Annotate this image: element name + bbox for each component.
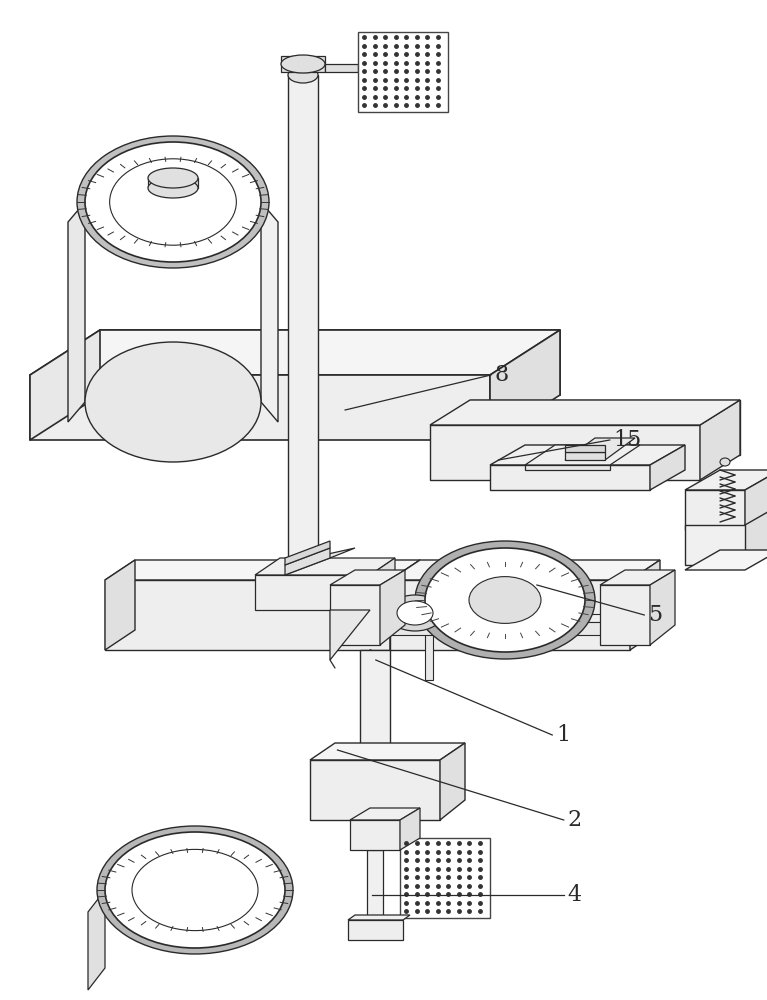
- Polygon shape: [105, 560, 420, 580]
- Polygon shape: [330, 622, 630, 635]
- Polygon shape: [348, 915, 410, 920]
- Ellipse shape: [415, 541, 595, 659]
- Polygon shape: [745, 505, 767, 565]
- Ellipse shape: [110, 159, 236, 245]
- Ellipse shape: [148, 168, 198, 188]
- Polygon shape: [650, 570, 675, 645]
- Polygon shape: [285, 548, 330, 575]
- Polygon shape: [685, 470, 767, 490]
- Polygon shape: [88, 890, 105, 990]
- Polygon shape: [425, 600, 433, 680]
- Polygon shape: [685, 490, 745, 530]
- Polygon shape: [390, 560, 660, 580]
- Polygon shape: [330, 614, 630, 622]
- Polygon shape: [325, 64, 358, 72]
- Polygon shape: [685, 550, 767, 570]
- Polygon shape: [105, 580, 390, 650]
- Polygon shape: [600, 585, 650, 645]
- Ellipse shape: [469, 577, 541, 623]
- Text: 2: 2: [568, 809, 582, 831]
- Polygon shape: [490, 465, 650, 490]
- Polygon shape: [565, 452, 605, 460]
- Polygon shape: [367, 850, 383, 920]
- Polygon shape: [261, 202, 278, 422]
- Polygon shape: [400, 838, 490, 918]
- Ellipse shape: [281, 55, 325, 73]
- Polygon shape: [745, 470, 767, 530]
- Polygon shape: [330, 585, 380, 645]
- Ellipse shape: [397, 601, 433, 625]
- Polygon shape: [350, 808, 420, 820]
- Polygon shape: [30, 330, 100, 440]
- Polygon shape: [430, 400, 740, 425]
- Polygon shape: [360, 650, 390, 780]
- Polygon shape: [430, 425, 700, 480]
- Ellipse shape: [132, 849, 258, 931]
- Polygon shape: [288, 75, 318, 580]
- Ellipse shape: [148, 178, 198, 198]
- Polygon shape: [330, 570, 405, 585]
- Polygon shape: [565, 438, 635, 460]
- Polygon shape: [390, 560, 420, 650]
- Polygon shape: [650, 445, 685, 490]
- Polygon shape: [440, 743, 465, 820]
- Text: 15: 15: [614, 429, 642, 451]
- Polygon shape: [525, 465, 610, 470]
- Ellipse shape: [288, 67, 318, 83]
- Polygon shape: [285, 541, 330, 565]
- Polygon shape: [285, 548, 355, 575]
- Polygon shape: [600, 570, 675, 585]
- Ellipse shape: [85, 142, 261, 262]
- Ellipse shape: [387, 595, 443, 631]
- Polygon shape: [490, 445, 685, 465]
- Polygon shape: [30, 375, 490, 440]
- Polygon shape: [310, 760, 440, 820]
- Ellipse shape: [105, 832, 285, 948]
- Polygon shape: [565, 445, 605, 452]
- Text: 5: 5: [648, 604, 663, 626]
- Polygon shape: [348, 920, 403, 940]
- Polygon shape: [310, 743, 465, 760]
- Ellipse shape: [288, 572, 318, 588]
- Text: 1: 1: [556, 724, 571, 746]
- Polygon shape: [148, 178, 198, 188]
- Polygon shape: [685, 525, 745, 565]
- Polygon shape: [350, 820, 400, 850]
- Polygon shape: [68, 202, 85, 422]
- Ellipse shape: [77, 136, 269, 268]
- Polygon shape: [630, 560, 660, 650]
- Text: 4: 4: [568, 884, 582, 906]
- Polygon shape: [390, 580, 630, 650]
- Polygon shape: [525, 445, 640, 465]
- Polygon shape: [490, 330, 560, 440]
- Polygon shape: [281, 56, 325, 72]
- Polygon shape: [30, 330, 560, 375]
- Polygon shape: [255, 558, 395, 575]
- Polygon shape: [255, 575, 370, 610]
- Polygon shape: [358, 32, 448, 112]
- Polygon shape: [370, 558, 395, 610]
- Ellipse shape: [85, 342, 261, 462]
- Polygon shape: [105, 560, 135, 650]
- Polygon shape: [700, 400, 740, 480]
- Text: 8: 8: [495, 364, 509, 386]
- Ellipse shape: [720, 458, 730, 466]
- Ellipse shape: [97, 826, 293, 954]
- Polygon shape: [400, 808, 420, 850]
- Polygon shape: [380, 570, 405, 645]
- Polygon shape: [330, 610, 370, 660]
- Polygon shape: [470, 400, 740, 455]
- Polygon shape: [100, 330, 560, 395]
- Ellipse shape: [425, 548, 585, 652]
